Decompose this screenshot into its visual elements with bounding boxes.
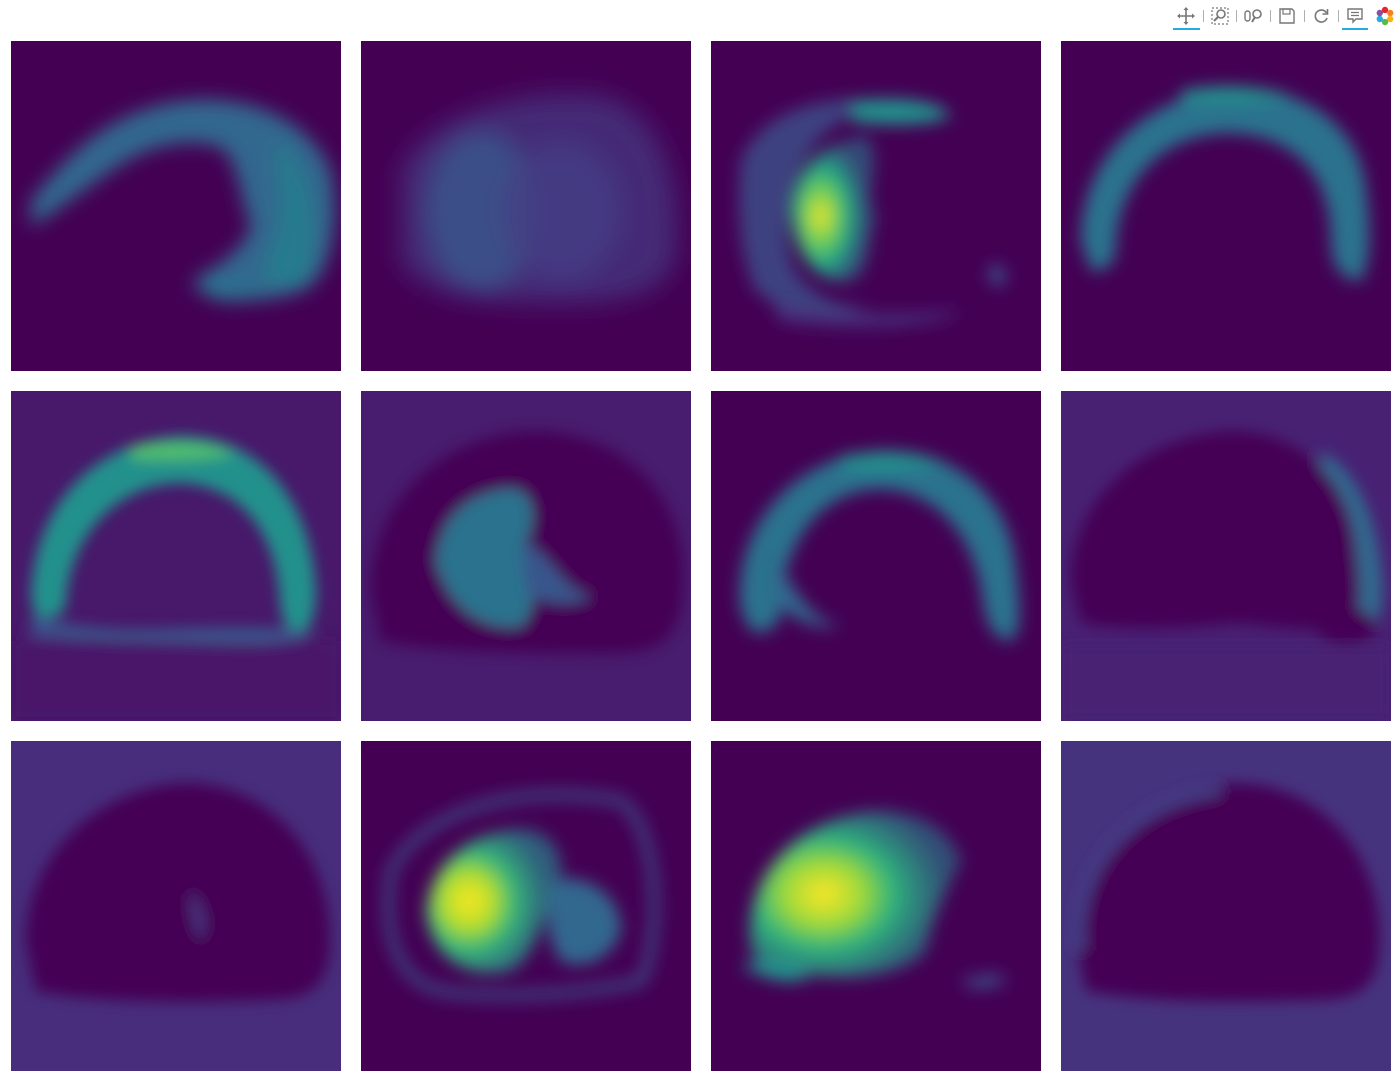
image-panel[interactable]	[711, 41, 1041, 371]
toolbar-separator	[1303, 10, 1305, 22]
toolbar-separator	[1236, 10, 1238, 22]
heatmap-image	[711, 41, 1041, 371]
heatmap-image	[711, 741, 1041, 1071]
image-panel[interactable]	[711, 391, 1041, 721]
heatmap-image	[1061, 741, 1391, 1071]
bokeh-logo-icon	[1376, 6, 1394, 26]
heatmap-image	[711, 391, 1041, 721]
wheel-zoom-icon	[1244, 9, 1262, 23]
image-panel[interactable]	[1061, 41, 1391, 371]
heatmap-image	[361, 391, 691, 721]
image-panel[interactable]	[1061, 741, 1391, 1071]
toolbar-separator	[1202, 10, 1204, 22]
save-tool-button[interactable]	[1274, 2, 1301, 30]
heatmap-image	[1061, 391, 1391, 721]
image-panel[interactable]	[11, 391, 341, 721]
bokeh-logo-link[interactable]	[1371, 2, 1398, 30]
heatmap-image	[361, 41, 691, 371]
hover-icon	[1347, 8, 1363, 24]
heatmap-image	[1061, 41, 1391, 371]
image-panel[interactable]	[361, 391, 691, 721]
plot-toolbar	[1170, 0, 1400, 32]
box-zoom-tool-button[interactable]	[1207, 2, 1234, 30]
toolbar-separator	[1337, 10, 1339, 22]
heatmap-image	[361, 741, 691, 1071]
hover-tool-button[interactable]	[1341, 2, 1369, 30]
save-icon	[1279, 8, 1296, 24]
image-panel[interactable]	[361, 41, 691, 371]
image-panel[interactable]	[711, 741, 1041, 1071]
pan-icon	[1177, 7, 1196, 25]
pan-tool-button[interactable]	[1172, 2, 1200, 30]
image-panel[interactable]	[11, 741, 341, 1071]
heatmap-image	[11, 391, 341, 721]
wheel-zoom-tool-button[interactable]	[1240, 2, 1267, 30]
image-panel[interactable]	[11, 41, 341, 371]
heatmap-image	[11, 41, 341, 371]
toolbar-separator	[1270, 10, 1272, 22]
reset-icon	[1314, 9, 1329, 23]
image-panel[interactable]	[361, 741, 691, 1071]
reset-tool-button[interactable]	[1308, 2, 1335, 30]
box-zoom-icon	[1211, 7, 1229, 25]
image-grid	[11, 41, 1391, 1071]
image-panel[interactable]	[1061, 391, 1391, 721]
heatmap-image	[11, 741, 341, 1071]
